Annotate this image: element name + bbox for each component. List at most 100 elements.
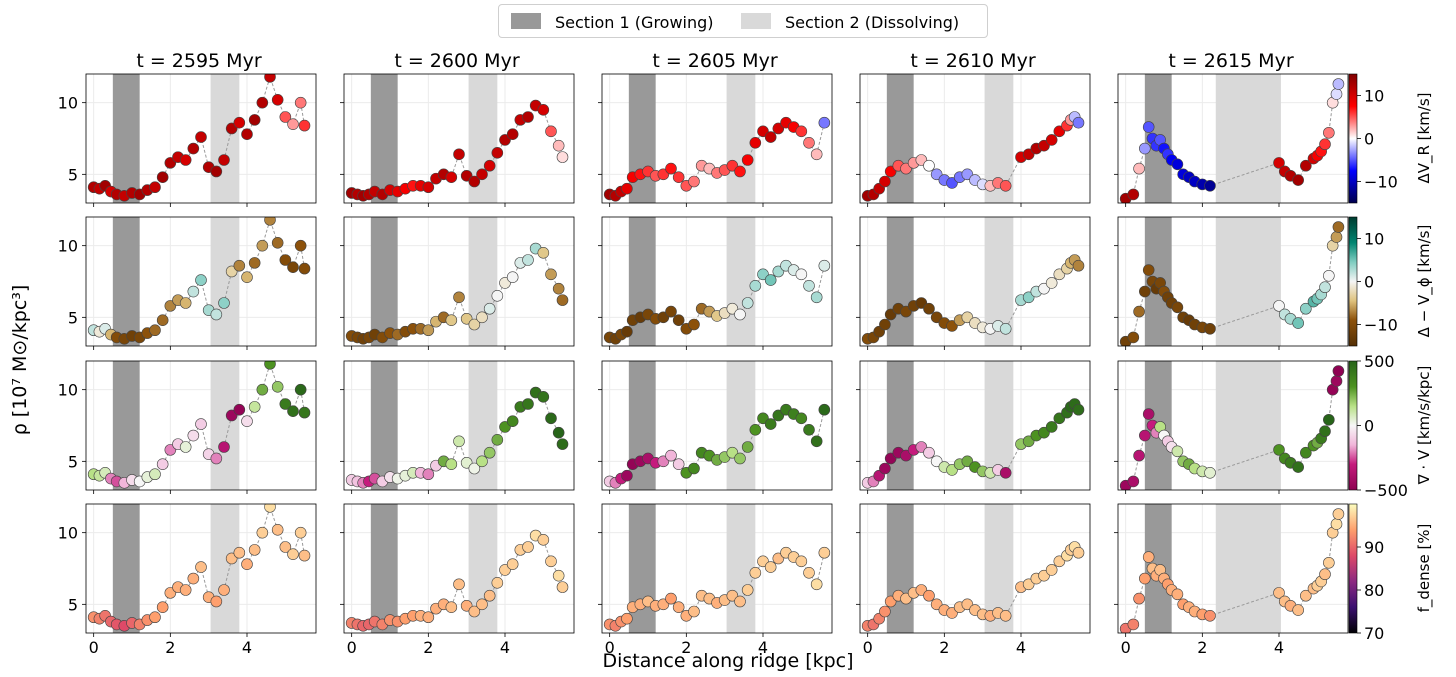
colorbar-tick-label: −10	[1364, 173, 1398, 192]
data-point	[1072, 259, 1085, 272]
data-point	[1330, 88, 1343, 100]
data-point	[552, 569, 565, 582]
section2-band	[726, 504, 756, 633]
panel-r3-c1: 0 2 4	[340, 503, 575, 657]
data-point	[1204, 609, 1216, 622]
data-point	[179, 441, 192, 453]
panel-r0-c4	[1114, 73, 1349, 207]
data-point	[422, 468, 435, 481]
panel-frame	[85, 73, 317, 204]
colorbar-tick-label: 90	[1364, 538, 1384, 557]
data-point	[1139, 572, 1151, 585]
column-title-2600: t = 2600 Myr	[394, 50, 520, 72]
data-point	[506, 271, 519, 284]
data-point	[537, 534, 550, 546]
section1-band	[886, 74, 914, 203]
data-point	[672, 171, 685, 183]
section2-band	[210, 74, 240, 203]
data-point	[287, 118, 299, 130]
data-point	[749, 279, 762, 292]
data-point	[468, 605, 481, 618]
data-point	[271, 380, 284, 393]
panel-marks	[603, 403, 831, 489]
data-point	[1332, 78, 1345, 90]
data-point	[1330, 231, 1343, 243]
data-point	[491, 290, 504, 302]
data-point	[445, 314, 458, 327]
colorbar-2	[1348, 360, 1358, 491]
data-point	[545, 125, 557, 138]
data-point	[810, 435, 823, 448]
section2-band	[210, 361, 240, 490]
data-point	[1045, 277, 1058, 289]
data-point	[1319, 425, 1331, 438]
panel-frame	[601, 360, 833, 491]
section1-band	[886, 217, 914, 346]
data-point	[999, 609, 1012, 622]
data-point	[218, 584, 230, 596]
data-point	[1330, 518, 1343, 530]
data-point	[491, 434, 504, 446]
panel-frame	[1117, 216, 1349, 347]
panel-r1-c2	[598, 216, 833, 350]
colorbar-tick-label: 70	[1364, 624, 1384, 643]
colorbar-3	[1348, 503, 1358, 634]
data-point	[149, 468, 161, 481]
section2-band	[726, 217, 756, 346]
data-point	[795, 125, 808, 138]
data-point	[688, 318, 700, 331]
data-point	[552, 426, 565, 439]
y-tick-label: 5	[68, 308, 78, 327]
section2-band	[726, 361, 756, 490]
data-point	[1127, 188, 1140, 201]
data-point	[1045, 134, 1058, 146]
data-point	[1332, 221, 1345, 233]
panel-marks	[1119, 508, 1345, 633]
data-point	[506, 128, 519, 140]
x-tick-label: 0	[1121, 638, 1131, 657]
panel-marks	[861, 111, 1085, 202]
data-point	[279, 254, 292, 266]
panel-marks	[345, 529, 569, 632]
y-tick-label: 10	[58, 381, 78, 400]
data-point	[803, 279, 815, 292]
colorbar-tick-label: 80	[1364, 581, 1384, 600]
data-point	[279, 541, 292, 553]
data-point	[734, 165, 746, 178]
panel-marks	[87, 504, 311, 632]
panel-r0-c3	[856, 73, 1091, 207]
data-point	[210, 165, 223, 178]
colorbar-tick-label: 0	[1364, 273, 1374, 292]
colorbar-label-dVR: ΔV_R [km/s]	[1415, 92, 1433, 184]
data-point	[264, 504, 276, 513]
panel-r3-c0: 5 10 0 2 4	[58, 503, 317, 657]
data-point	[1273, 587, 1285, 599]
data-point	[764, 131, 777, 143]
data-point	[1330, 375, 1343, 387]
data-point	[248, 544, 261, 556]
data-point	[556, 581, 569, 593]
data-point	[545, 412, 557, 425]
data-point	[879, 175, 891, 188]
data-point	[179, 584, 192, 596]
data-point	[233, 403, 246, 416]
data-point	[241, 128, 253, 140]
colorbar-label-divV: ∇ · V [km/s/kpc]	[1415, 365, 1433, 485]
data-point	[879, 318, 891, 331]
panel-marks	[861, 541, 1085, 632]
panel-r1-c0: 5 10	[58, 216, 317, 350]
data-point	[453, 148, 465, 161]
section1-band	[112, 361, 140, 490]
data-point	[1133, 162, 1145, 175]
data-point	[149, 611, 161, 624]
section1-band	[370, 74, 398, 203]
data-point	[1171, 301, 1184, 314]
legend-label-section2: Section 2 (Dissolving)	[785, 13, 960, 32]
data-point	[810, 291, 823, 304]
data-point	[1045, 564, 1058, 576]
data-point	[621, 325, 633, 338]
data-point	[1323, 126, 1335, 139]
y-tick-label: 5	[68, 452, 78, 471]
panel-frame	[859, 360, 1091, 491]
legend-swatch-section2	[741, 13, 771, 29]
